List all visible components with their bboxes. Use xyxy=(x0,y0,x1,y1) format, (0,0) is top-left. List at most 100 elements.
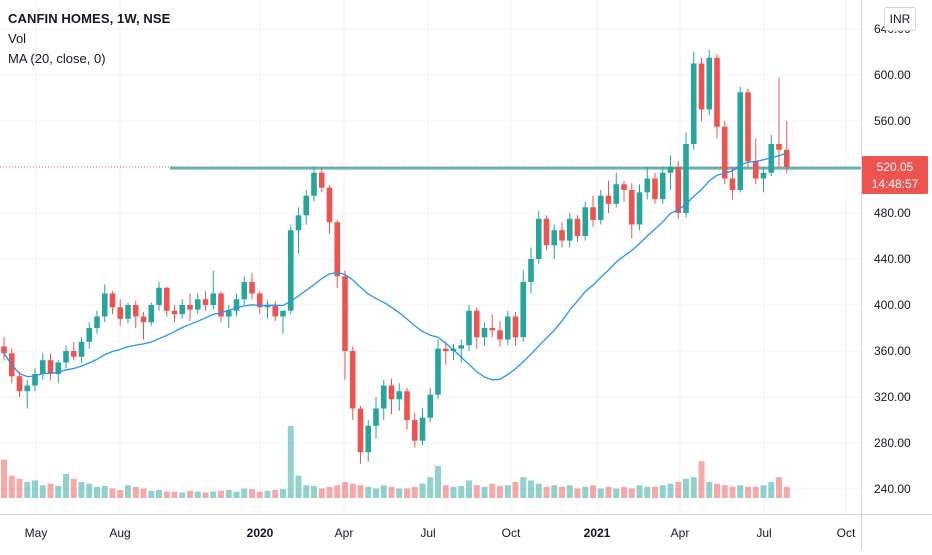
candle-body xyxy=(566,218,573,241)
candle-body xyxy=(287,230,294,311)
candle-body xyxy=(613,184,620,204)
volume-bar xyxy=(148,490,155,498)
volume-bar xyxy=(55,486,62,498)
resistance-line xyxy=(0,166,861,170)
volume-bar xyxy=(489,483,496,498)
volume-bar xyxy=(303,485,310,498)
candle-body xyxy=(357,408,364,453)
candle-body xyxy=(497,330,503,340)
volume-bar xyxy=(101,486,108,498)
volume-bar xyxy=(466,480,472,498)
volume-bar xyxy=(435,466,441,498)
candle-body xyxy=(667,167,674,173)
volume-indicator-label[interactable]: Vol xyxy=(8,31,27,46)
volume-bar xyxy=(94,486,100,498)
candle-body xyxy=(652,178,658,200)
volume-bar xyxy=(210,491,217,498)
candle-body xyxy=(621,184,627,190)
volume-bar xyxy=(32,480,38,498)
candle-body xyxy=(94,316,100,328)
candle-body xyxy=(644,178,651,193)
volume-bar xyxy=(365,486,372,498)
volume-bar xyxy=(481,486,488,498)
volume-bar xyxy=(78,482,85,498)
volume-bar xyxy=(690,477,697,498)
volume-bar xyxy=(218,490,224,498)
candle-body xyxy=(303,195,310,216)
volume-bar xyxy=(334,485,341,498)
volume-bar xyxy=(287,426,294,498)
volume-bar xyxy=(8,475,15,498)
candle-body xyxy=(39,360,46,374)
volume-bar xyxy=(70,478,77,498)
candle-body xyxy=(714,57,720,127)
y-tick-label: 480.00 xyxy=(874,206,911,220)
ma-indicator-label[interactable]: MA (20, close, 0) xyxy=(8,51,106,66)
volume-bar xyxy=(179,492,186,498)
candle-body xyxy=(659,172,666,200)
currency-button[interactable]: INR xyxy=(884,7,916,31)
volume-bar xyxy=(349,483,356,498)
volume-bar xyxy=(621,486,627,498)
volume-bar xyxy=(582,486,589,498)
volume-bar xyxy=(698,461,705,498)
volume-bar xyxy=(194,491,201,498)
candle-body xyxy=(590,207,596,220)
volume-bar xyxy=(752,486,759,498)
volume-bar xyxy=(24,482,31,498)
volume-bar xyxy=(396,488,403,498)
candle-body xyxy=(295,215,302,231)
candle-body xyxy=(427,394,434,418)
candle-body xyxy=(179,305,186,315)
candle-body xyxy=(760,172,767,179)
volume-bar xyxy=(520,477,527,498)
volume-bar xyxy=(706,482,713,498)
candle-body xyxy=(466,310,472,346)
volume-bar xyxy=(295,475,302,498)
candle-body xyxy=(86,328,93,342)
x-tick-label: 2020 xyxy=(247,526,274,540)
volume-bar xyxy=(783,486,790,498)
volume-bar xyxy=(574,488,581,498)
volume-bar xyxy=(745,486,751,498)
candle-body xyxy=(597,195,604,220)
candle-body xyxy=(551,230,558,246)
volume-bar xyxy=(442,485,449,498)
candle-body xyxy=(264,305,271,308)
volume-bar xyxy=(605,486,612,498)
y-tick-label: 400.00 xyxy=(874,298,911,312)
candle-body xyxy=(458,345,465,349)
volume-bar xyxy=(652,486,658,498)
candle-body xyxy=(706,57,713,110)
volume-bar xyxy=(1,459,7,498)
candle-body xyxy=(435,348,441,395)
grid xyxy=(0,0,861,514)
volume-bar xyxy=(675,482,682,498)
x-tick-label: Jul xyxy=(420,526,435,540)
y-tick-label: 560.00 xyxy=(874,114,911,128)
candle-body xyxy=(628,190,635,225)
candle-body xyxy=(117,307,124,319)
y-tick-label: 280.00 xyxy=(874,436,911,450)
volume-bar xyxy=(388,486,395,498)
volume-bar xyxy=(659,485,666,498)
candle-body xyxy=(690,63,697,144)
candle-body xyxy=(404,391,410,420)
volume-bar xyxy=(109,488,116,498)
candle-body xyxy=(411,420,418,441)
y-tick-label: 360.00 xyxy=(874,344,911,358)
volume-bar xyxy=(597,488,604,498)
volume-bar xyxy=(543,486,550,498)
volume-bar xyxy=(737,485,744,498)
candle-body xyxy=(24,385,31,392)
candle-body xyxy=(202,299,209,305)
candle-body xyxy=(473,310,480,338)
volume-bar xyxy=(163,491,170,498)
x-tick-label: Oct xyxy=(837,526,856,540)
volume-bar xyxy=(249,489,255,498)
candle-body xyxy=(249,282,255,294)
candle-body xyxy=(520,282,527,338)
candle-body xyxy=(163,287,170,311)
